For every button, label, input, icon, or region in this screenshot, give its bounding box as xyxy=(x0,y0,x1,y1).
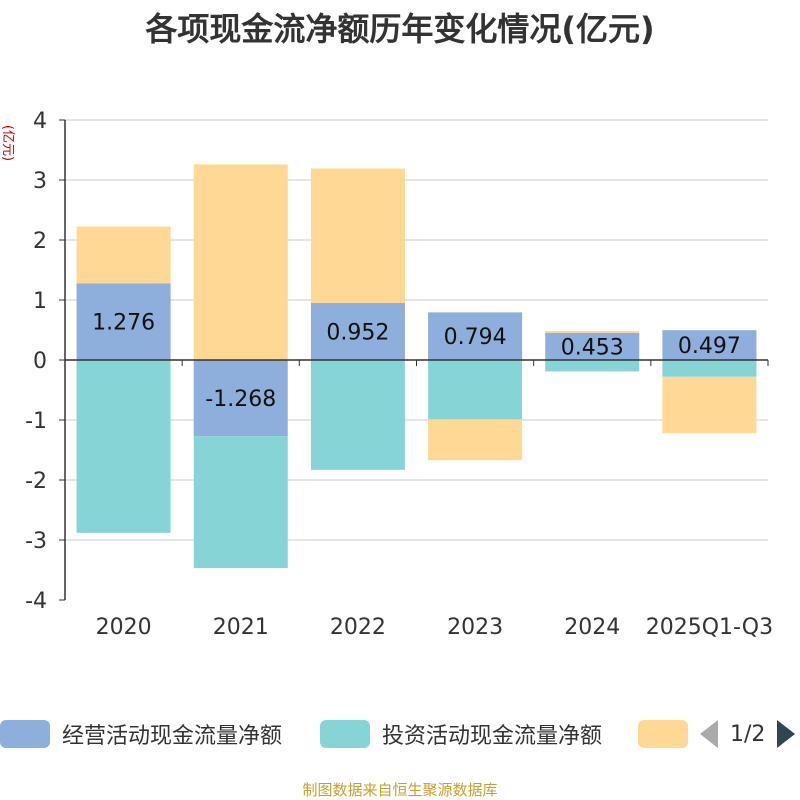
data-label: 0.497 xyxy=(678,334,741,359)
x-tick-label: 2020 xyxy=(96,615,152,640)
source-note: 制图数据来自恒生聚源数据库 xyxy=(302,781,498,799)
legend-item-operating[interactable]: 经营活动现金流量净额 xyxy=(0,718,282,750)
legend: 经营活动现金流量净额 投资活动现金流量净额 1/2 xyxy=(0,712,800,756)
legend-item-financing[interactable] xyxy=(638,718,688,750)
bar-2025Q1-Q3-series-2[interactable] xyxy=(662,376,757,434)
legend-label: 投资活动现金流量净额 xyxy=(382,724,603,749)
y-tick-label: -2 xyxy=(25,469,47,494)
pager-text: 1/2 xyxy=(730,721,766,747)
x-tick-label: 2022 xyxy=(330,615,386,640)
bar-2023-series-0[interactable] xyxy=(428,312,523,360)
stacked-bar-chart: 1.276 -1.268 0.952 0.794 0.453 0.497 -4 -3 -2 -1… xyxy=(0,109,773,640)
bar-2020-series-0[interactable] xyxy=(76,283,171,360)
data-label: 0.453 xyxy=(561,335,624,360)
legend-pager: 1/2 xyxy=(700,718,796,750)
bars xyxy=(76,164,757,569)
legend-item-investing[interactable]: 投资活动现金流量净额 xyxy=(320,718,602,750)
y-axis-label: (亿元) xyxy=(0,125,15,161)
y-tick-label: -1 xyxy=(25,409,47,434)
y-tick-label: 4 xyxy=(33,109,47,134)
y-tick-label: 3 xyxy=(33,169,47,194)
x-tick-label: 2024 xyxy=(564,615,620,640)
bar-2024-series-0[interactable] xyxy=(545,332,640,360)
x-tick-label: 2021 xyxy=(213,615,269,640)
bar-2022-series-1[interactable] xyxy=(310,360,405,470)
bar-2023-series-2[interactable] xyxy=(428,419,523,461)
chart-title: 各项现金流净额历年变化情况(亿元) xyxy=(145,10,655,48)
legend-label: 经营活动现金流量净额 xyxy=(62,724,283,749)
legend-swatch xyxy=(638,720,688,748)
pager-prev-arrow-icon[interactable] xyxy=(700,720,718,748)
bar-2022-series-0[interactable] xyxy=(310,302,405,360)
x-tick-label: 2023 xyxy=(447,615,503,640)
axes: -4 -3 -2 -1 0 1 2 3 4 2020 2021 2022 2023 2024 2025Q1-… xyxy=(25,109,773,640)
y-tick-label: 0 xyxy=(33,349,47,374)
bar-2020-series-1[interactable] xyxy=(76,360,171,533)
bar-2025Q1-Q3-series-1[interactable] xyxy=(662,360,757,377)
bar-2021-series-0[interactable] xyxy=(193,360,288,437)
y-tick-label: -3 xyxy=(25,529,47,554)
legend-swatch xyxy=(320,720,370,748)
bar-2024-series-2[interactable] xyxy=(545,331,640,333)
data-label: 0.794 xyxy=(444,325,507,350)
bar-2025Q1-Q3-series-0[interactable] xyxy=(662,330,757,360)
bar-2021-series-2[interactable] xyxy=(193,164,288,360)
bar-2023-series-1[interactable] xyxy=(428,360,523,420)
bar-2020-series-2[interactable] xyxy=(76,226,171,284)
y-tick-label: 1 xyxy=(33,289,47,314)
legend-swatch xyxy=(0,720,50,748)
pager-next-arrow-icon[interactable] xyxy=(777,720,796,748)
y-tick-label: -4 xyxy=(25,589,47,614)
data-label: 0.952 xyxy=(326,320,389,345)
data-labels: 1.276 -1.268 0.952 0.794 0.453 0.497 xyxy=(92,311,741,412)
data-label: 1.276 xyxy=(92,311,155,336)
bar-2022-series-2[interactable] xyxy=(310,168,405,303)
y-tick-label: 2 xyxy=(33,229,47,254)
bar-2021-series-1[interactable] xyxy=(193,436,288,569)
data-label: -1.268 xyxy=(205,387,276,412)
bar-2024-series-1[interactable] xyxy=(545,360,640,372)
x-tick-label: 2025Q1-Q3 xyxy=(646,615,773,640)
